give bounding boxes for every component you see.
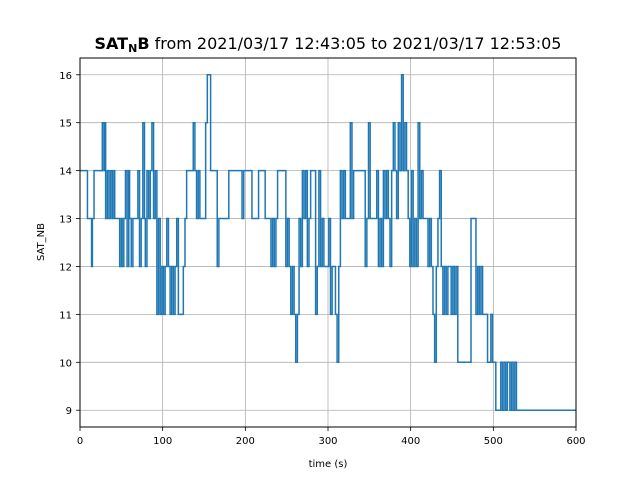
chart-title-rest: from 2021/03/17 12:43:05 to 2021/03/17 1… [150, 34, 562, 53]
y-tick-label: 14 [59, 167, 72, 178]
x-tick-label: 0 [77, 436, 83, 447]
x-tick-label: 200 [236, 436, 255, 447]
y-tick-label: 9 [66, 406, 72, 417]
y-axis: 9 10 11 12 13 14 15 16 [59, 71, 80, 417]
chart-title-bold-sub: N [128, 42, 137, 55]
y-tick-label: 10 [59, 358, 72, 369]
x-axis: 0 100 200 300 400 500 600 [77, 427, 586, 447]
y-tick-label: 13 [59, 215, 72, 226]
plot-area [80, 74, 576, 411]
x-tick-label: 300 [318, 436, 337, 447]
y-axis-label: SAT_NB [36, 223, 47, 261]
x-tick-label: 100 [153, 436, 172, 447]
chart-title-bold-tail: B [137, 34, 149, 53]
y-tick-label: 16 [59, 71, 72, 82]
y-tick-label: 12 [59, 262, 72, 273]
x-axis-label: time (s) [309, 459, 348, 470]
series-line [80, 74, 576, 411]
x-tick-label: 400 [401, 436, 420, 447]
chart-title: SATNB from 2021/03/17 12:43:05 to 2021/0… [95, 34, 562, 55]
x-tick-label: 500 [484, 436, 503, 447]
y-tick-label: 15 [59, 119, 72, 130]
y-tick-label: 11 [59, 310, 72, 321]
x-tick-label: 600 [566, 436, 585, 447]
chart-title-bold-main: SAT [95, 34, 129, 53]
